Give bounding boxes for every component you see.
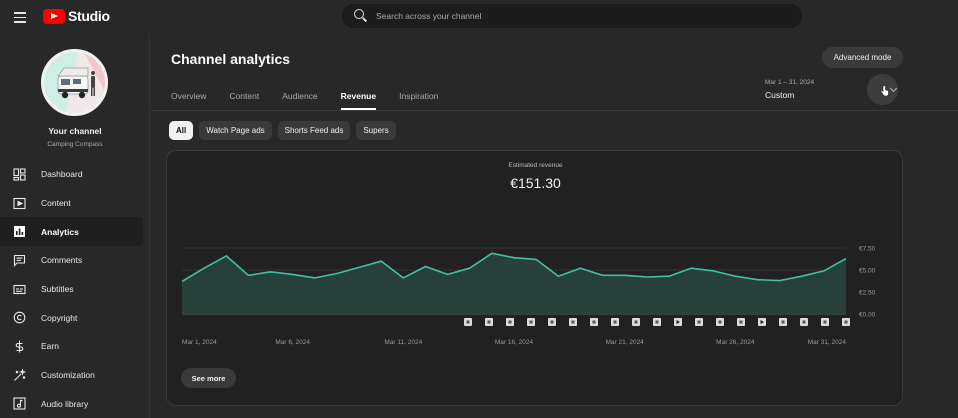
search-bar[interactable] xyxy=(342,4,802,28)
date-range-text[interactable]: Mar 1 – 31, 2024 xyxy=(765,79,815,86)
video-play-icon xyxy=(760,320,764,324)
short-marker-icon xyxy=(655,320,659,324)
date-dropdown-button[interactable] xyxy=(867,74,898,105)
short-marker-icon xyxy=(592,320,596,324)
short-marker-icon xyxy=(739,320,743,324)
x-tick-label: Mar 16, 2024 xyxy=(495,339,534,346)
sidebar-nav: Dashboard Content Analytics Comments Sub… xyxy=(0,160,150,418)
dashboard-icon xyxy=(13,168,26,181)
revenue-line xyxy=(181,252,847,283)
camper-van-illustration xyxy=(44,52,105,113)
short-marker-icon xyxy=(844,320,848,324)
short-marker-icon xyxy=(487,320,491,324)
y-tick-label: €2.50 xyxy=(859,290,876,297)
x-tick-label: Mar 1, 2024 xyxy=(182,339,217,346)
channel-name: Your channel xyxy=(48,126,102,136)
y-tick-label: €7.50 xyxy=(859,246,876,253)
audio-library-icon xyxy=(13,397,26,410)
revenue-chart-card: Estimated revenue €151.30 €7.50 €5.00 €2.5… xyxy=(166,150,903,406)
search-input[interactable] xyxy=(376,11,776,21)
subtitles-icon xyxy=(13,283,26,296)
short-marker-icon xyxy=(508,320,512,324)
tab-inspiration[interactable]: Inspiration xyxy=(399,91,439,101)
sidebar-item-label: Analytics xyxy=(41,226,79,237)
revenue-area xyxy=(182,253,846,314)
chip-supers[interactable]: Supers xyxy=(356,121,396,140)
sidebar-item-label: Subtitles xyxy=(41,284,74,295)
short-marker-icon xyxy=(718,320,722,324)
metric-label: Estimated revenue xyxy=(508,162,563,169)
sidebar-item-label: Earn xyxy=(41,341,59,352)
sidebar-item-comments[interactable]: Comments xyxy=(0,246,143,275)
date-mode-text[interactable]: Custom xyxy=(765,90,795,100)
analytics-icon xyxy=(13,225,26,238)
main-content: Channel analytics Advanced mode Overview… xyxy=(151,34,958,418)
sidebar-item-label: Customization xyxy=(41,370,95,381)
tab-content[interactable]: Content xyxy=(229,91,260,101)
sidebar-item-copyright[interactable]: Copyright xyxy=(0,303,143,332)
advanced-mode-button[interactable]: Advanced mode xyxy=(822,47,903,68)
top-bar: Studio xyxy=(0,0,958,34)
metric-value: €151.30 xyxy=(510,175,561,191)
sidebar-item-subtitles[interactable]: Subtitles xyxy=(0,275,143,304)
short-marker-icon xyxy=(466,320,470,324)
sidebar-item-label: Comments xyxy=(41,255,83,266)
tab-audience[interactable]: Audience xyxy=(282,91,318,101)
channel-avatar[interactable] xyxy=(41,49,108,116)
sidebar-item-audio-library[interactable]: Audio library xyxy=(0,390,143,418)
youtube-play-icon xyxy=(43,8,65,24)
chip-shorts-feed-ads[interactable]: Shorts Feed ads xyxy=(277,121,351,140)
comments-icon xyxy=(13,254,26,267)
sidebar-item-customization[interactable]: Customization xyxy=(0,361,143,390)
sidebar-item-dashboard[interactable]: Dashboard xyxy=(0,160,143,189)
x-tick-label: Mar 21, 2024 xyxy=(606,339,645,346)
sidebar-item-content[interactable]: Content xyxy=(0,189,143,218)
y-tick-label: €5.00 xyxy=(859,268,876,275)
short-marker-icon xyxy=(823,320,827,324)
search-icon[interactable] xyxy=(354,9,368,23)
revenue-area-chart[interactable]: €7.50 €5.00 €2.50 €0.00 Mar 1, 2024 Mar 6, 20… xyxy=(167,151,904,366)
short-marker-icon xyxy=(802,320,806,324)
y-tick-label: €0.00 xyxy=(859,312,876,319)
x-tick-label: Mar 6, 2024 xyxy=(275,339,310,346)
revenue-source-chips: All Watch Page ads Shorts Feed ads Super… xyxy=(169,121,402,140)
hamburger-menu-icon[interactable] xyxy=(12,9,30,25)
content-icon xyxy=(13,197,26,210)
short-marker-icon xyxy=(571,320,575,324)
short-marker-icon xyxy=(697,320,701,324)
tab-revenue[interactable]: Revenue xyxy=(340,86,377,110)
studio-logo[interactable]: Studio xyxy=(43,8,110,24)
x-tick-label: Mar 31, 2024 xyxy=(808,339,847,346)
see-more-button[interactable]: See more xyxy=(181,368,236,388)
short-marker-icon xyxy=(529,320,533,324)
analytics-tabs: Overview Content Audience Revenue Inspir… xyxy=(171,86,461,110)
short-marker-icon xyxy=(550,320,554,324)
x-tick-label: Mar 11, 2024 xyxy=(384,339,422,346)
tab-overview[interactable]: Overview xyxy=(171,91,207,101)
tab-divider xyxy=(151,110,958,111)
chip-all[interactable]: All xyxy=(169,121,194,140)
page-title: Channel analytics xyxy=(171,51,291,67)
earn-icon xyxy=(13,340,26,353)
short-marker-icon xyxy=(613,320,617,324)
channel-handle: Camping Compass xyxy=(47,141,103,148)
sidebar-item-label: Dashboard xyxy=(41,169,83,180)
sidebar-item-earn[interactable]: Earn xyxy=(0,332,143,361)
sidebar: Your channel Camping Compass Dashboard C… xyxy=(0,34,150,418)
hand-cursor-icon xyxy=(880,85,889,97)
logo-text: Studio xyxy=(68,8,110,24)
sidebar-item-analytics[interactable]: Analytics xyxy=(0,217,143,247)
short-marker-icon xyxy=(781,320,785,324)
customization-icon xyxy=(13,367,27,382)
copyright-icon xyxy=(13,311,26,324)
chip-watch-page-ads[interactable]: Watch Page ads xyxy=(199,121,272,140)
short-marker-icon xyxy=(634,320,638,324)
video-play-icon xyxy=(676,320,680,324)
sidebar-item-label: Content xyxy=(41,198,71,209)
sidebar-item-label: Audio library xyxy=(41,398,89,409)
sidebar-item-label: Copyright xyxy=(41,312,78,323)
x-tick-label: Mar 26, 2024 xyxy=(716,339,755,346)
